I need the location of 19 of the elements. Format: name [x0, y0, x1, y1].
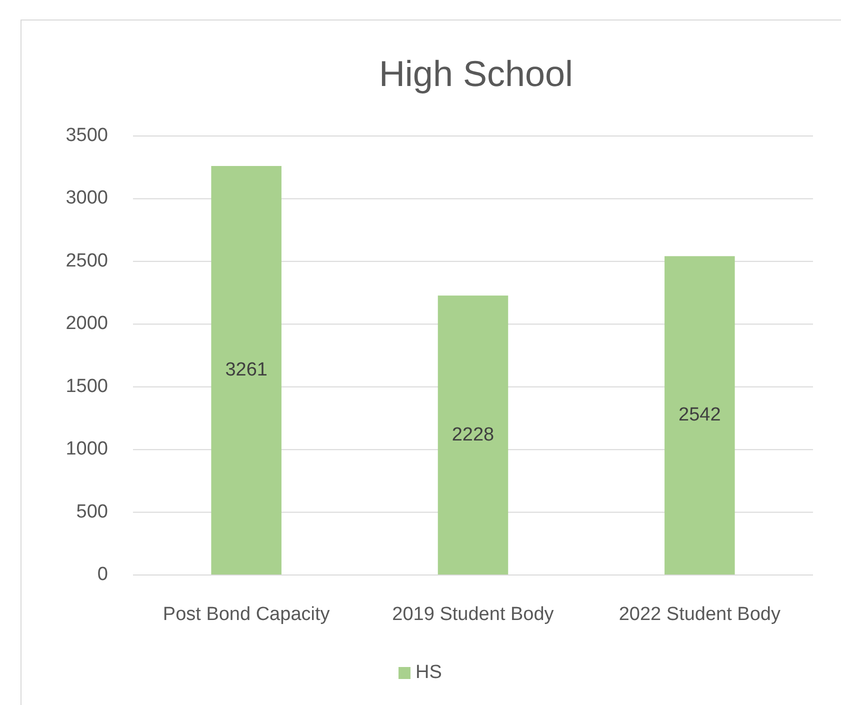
data-label: 2542	[678, 404, 721, 426]
y-tick-label: 1500	[66, 376, 108, 397]
chart-title: High School	[378, 53, 574, 94]
y-tick-label: 3000	[66, 188, 108, 209]
bar	[438, 296, 508, 575]
y-tick-label: 1000	[66, 438, 108, 460]
bar	[211, 166, 282, 575]
y-tick-label: 0	[97, 564, 108, 586]
y-tick-label: 2500	[66, 250, 108, 272]
x-tick-label: Post Bond Capacity	[162, 604, 330, 625]
bar	[664, 256, 735, 575]
x-tick-label: 2022 Student Body	[618, 604, 781, 625]
y-tick-label: 3500	[66, 125, 108, 146]
x-tick-label: 2019 Student Body	[392, 604, 554, 625]
data-label: 3261	[225, 360, 268, 381]
legend-label: HS	[416, 662, 442, 684]
y-tick-label: 500	[76, 501, 108, 522]
y-tick-label: 2000	[66, 313, 108, 334]
data-label: 2228	[452, 424, 494, 446]
